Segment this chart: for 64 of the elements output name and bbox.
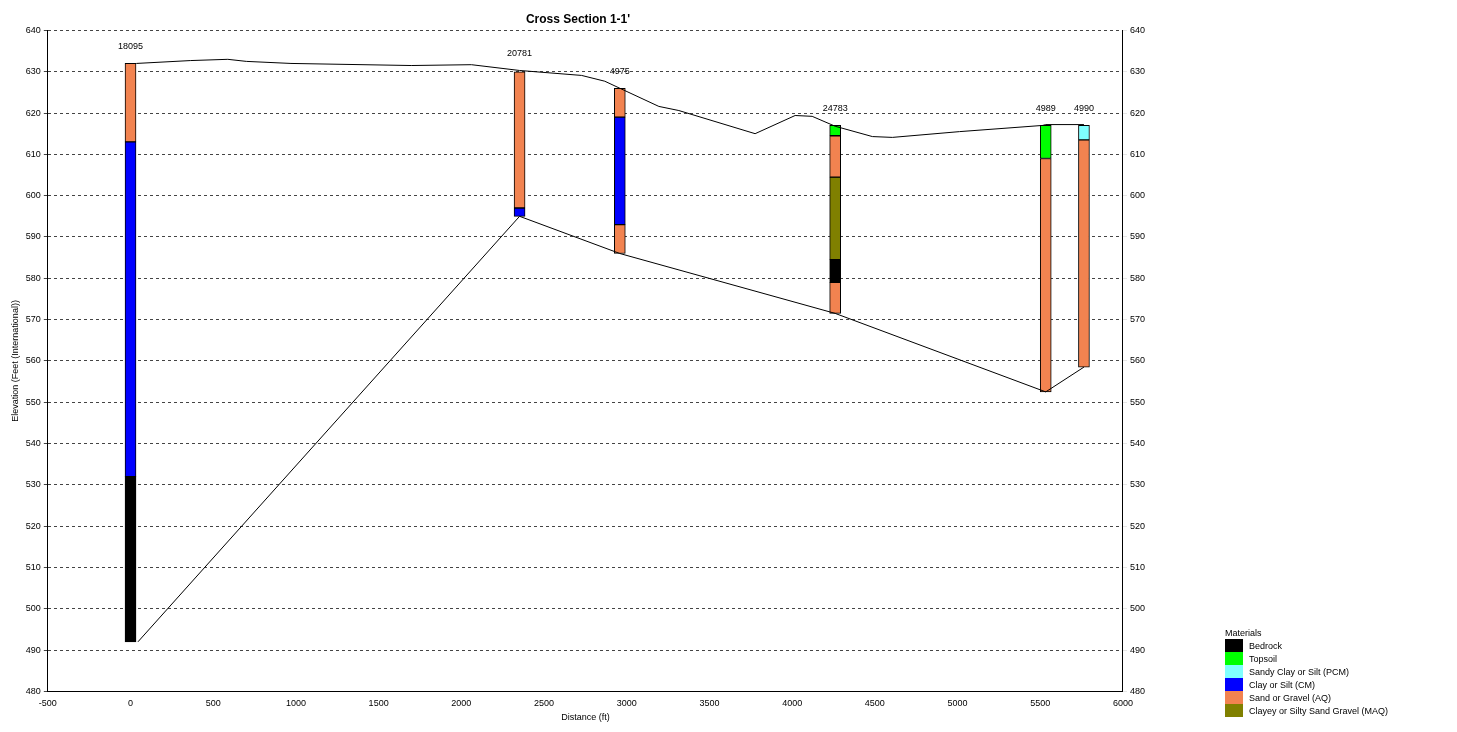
- y-tick-label: 480: [25, 685, 41, 696]
- y2-tick-label: 500: [1129, 603, 1146, 614]
- annotation: 20781: [507, 48, 533, 59]
- y2-tick-label: 620: [1129, 107, 1146, 118]
- y-axis-title: Elevation (Feet (International)): [9, 300, 20, 422]
- y-tick-label: 580: [25, 272, 41, 283]
- y-tick-label: 590: [25, 231, 41, 242]
- legend-label: Bedrock: [1249, 640, 1283, 651]
- y-tick-label: 550: [25, 396, 41, 407]
- annotation: 4989: [1035, 102, 1056, 113]
- y-tick-label: 540: [25, 438, 41, 449]
- x-axis-title: Distance (ft): [561, 712, 610, 723]
- annotation: 24783: [822, 103, 848, 114]
- y2-tick-label: 540: [1129, 438, 1146, 449]
- y2-tick-label: 510: [1129, 561, 1146, 572]
- x-tick-label: 3000: [616, 698, 637, 709]
- x-tick-label: 2000: [451, 698, 472, 709]
- y-tick-label: 630: [25, 66, 41, 77]
- y2-tick-label: 560: [1129, 355, 1146, 366]
- x-tick-label: 4000: [782, 698, 803, 709]
- x-tick-label: 6000: [1112, 698, 1133, 709]
- x-tick-label: -500: [38, 698, 57, 709]
- y-tick-label: 490: [25, 644, 41, 655]
- y-tick-label: 570: [25, 314, 41, 325]
- y2-tick-label: 520: [1129, 520, 1146, 531]
- y2-tick-label: 530: [1129, 479, 1146, 490]
- y-tick-label: 530: [25, 479, 41, 490]
- y-tick-label: 520: [25, 520, 41, 531]
- y2-tick-label: 630: [1129, 66, 1146, 77]
- x-tick-label: 500: [205, 698, 221, 709]
- y2-tick-label: 600: [1129, 190, 1146, 201]
- y-tick-label: 620: [25, 107, 41, 118]
- legend-label: Clay or Silt (CM): [1249, 679, 1316, 690]
- annotation: 18095: [118, 41, 144, 52]
- x-tick-label: 3500: [699, 698, 720, 709]
- y2-tick-label: 490: [1129, 644, 1146, 655]
- y2-tick-label: 610: [1129, 148, 1146, 159]
- legend-label: Topsoil: [1249, 653, 1278, 664]
- x-tick-label: 4500: [864, 698, 885, 709]
- y2-tick-label: 480: [1129, 685, 1146, 696]
- y2-tick-label: 590: [1129, 231, 1146, 242]
- legend-title: Materials: [1225, 628, 1263, 638]
- x-tick-label: 1500: [368, 698, 389, 709]
- y-tick-label: 640: [25, 24, 41, 35]
- x-tick-label: 2500: [534, 698, 555, 709]
- legend-label: Sand or Gravel (AQ): [1249, 692, 1332, 703]
- x-tick-label: 5000: [947, 698, 968, 709]
- y-tick-label: 510: [25, 561, 41, 572]
- chart-title: Cross Section 1-1': [525, 11, 631, 26]
- x-tick-label: 1000: [285, 698, 306, 709]
- annotation: 4975: [609, 66, 630, 77]
- y-tick-label: 610: [25, 148, 41, 159]
- y2-tick-label: 570: [1129, 314, 1146, 325]
- y2-tick-label: 640: [1129, 24, 1146, 35]
- y-tick-label: 500: [25, 603, 41, 614]
- annotation: 4990: [1073, 102, 1094, 113]
- y-tick-label: 600: [25, 190, 41, 201]
- y2-tick-label: 550: [1129, 396, 1146, 407]
- y2-tick-label: 580: [1129, 272, 1146, 283]
- x-tick-label: 0: [128, 698, 134, 709]
- legend-label: Clayey or Silty Sand Gravel (MAQ): [1249, 705, 1389, 716]
- x-tick-label: 5500: [1030, 698, 1051, 709]
- y-tick-label: 560: [25, 355, 41, 366]
- legend-label: Sandy Clay or Silt (PCM): [1249, 666, 1350, 677]
